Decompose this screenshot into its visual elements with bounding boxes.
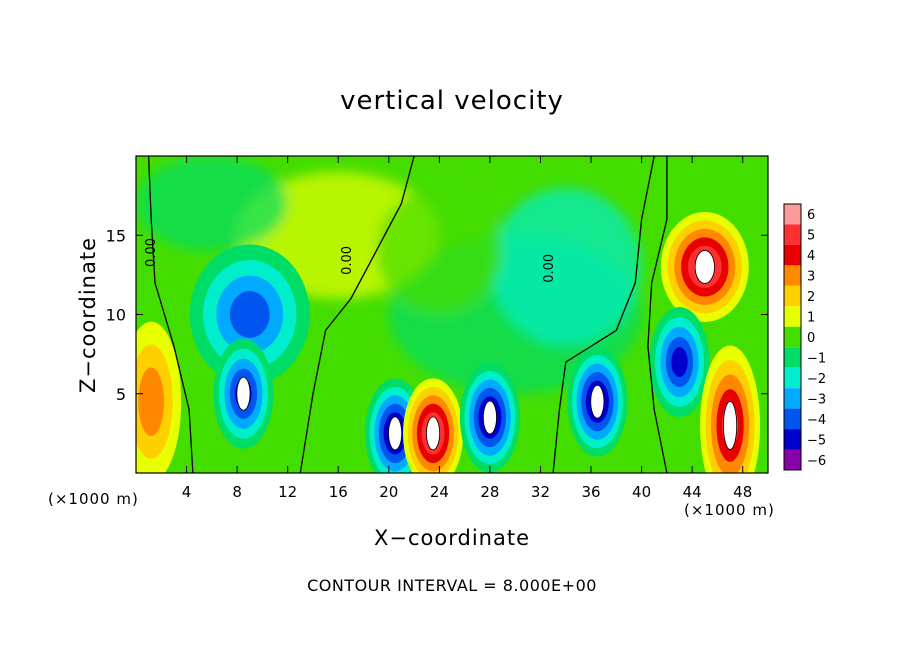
zero-contour [299, 156, 415, 473]
x-tick-label: 32 [531, 483, 550, 501]
colorbar-label: 2 [807, 290, 815, 305]
colorbar: 6 5 4 3 2 1 0 −1 −2 −3 −4 −5 −6 [783, 203, 826, 471]
x-unit-right: (×1000 m) [684, 501, 775, 519]
colorbar-swatch [784, 388, 801, 409]
feature-updraft [700, 345, 761, 473]
colorbar-label: −5 [807, 433, 826, 448]
feature-level [138, 367, 165, 436]
zero-contour [552, 156, 655, 473]
feature-core [388, 416, 403, 451]
feature-level [229, 291, 270, 338]
colorbar-label: −1 [807, 351, 826, 366]
feature-core [590, 384, 605, 419]
zero-contour [647, 156, 668, 473]
colorbar-swatch [784, 449, 801, 470]
x-tick-label: 12 [278, 483, 297, 501]
x-tick-label: 48 [733, 483, 752, 501]
y-tick-label: 10 [106, 306, 126, 325]
colorbar-label: −2 [807, 372, 826, 387]
velocity-field [136, 156, 768, 473]
feature-core [426, 416, 441, 451]
x-tick-label: 36 [581, 483, 600, 501]
colorbar-swatch [784, 326, 801, 348]
colorbar-label: 3 [807, 270, 815, 285]
colorbar-swatch [784, 347, 801, 368]
feature-core [482, 400, 497, 435]
field-patch [489, 187, 642, 347]
y-tick-label: 15 [106, 226, 126, 245]
feature-downdraft [213, 338, 274, 449]
colorbar-label: −6 [807, 454, 826, 469]
feature-downdraft [649, 307, 710, 418]
feature-updraft [660, 211, 749, 322]
colorbar-swatch [784, 265, 801, 286]
contour-interval: CONTOUR INTERVAL = 8.000E+00 [307, 576, 597, 595]
y-axis-ticks: 5 10 15 [106, 226, 768, 404]
colorbar-frame [783, 203, 802, 471]
colorbar-swatch [784, 285, 801, 307]
colorbar-swatch [784, 408, 801, 430]
feature-updraft [403, 378, 464, 473]
colorbar-swatch [784, 367, 801, 389]
colorbar-label: 4 [807, 249, 815, 264]
feature-downdraft [459, 362, 520, 473]
x-tick-label: 28 [480, 483, 499, 501]
y-tick-label: 5 [116, 385, 126, 404]
field-patch [136, 156, 288, 252]
feature-core [723, 401, 738, 450]
colorbar-label: 6 [807, 208, 815, 223]
feature-updraft [136, 321, 182, 473]
chart-title: vertical velocity [340, 86, 564, 116]
colorbar-label: 0 [807, 331, 815, 346]
field-patch [376, 187, 503, 315]
colorbar-label: 5 [807, 229, 815, 244]
colorbar-label: 1 [807, 311, 815, 326]
x-axis-ticks: 4 8 12 16 20 24 28 32 36 40 44 48 [182, 156, 752, 501]
feature-core [694, 250, 715, 284]
colorbar-label: −3 [807, 392, 826, 407]
feature-downdraft [567, 346, 628, 457]
colorbar-swatch [784, 224, 801, 245]
colorbar-swatch [784, 306, 801, 327]
colorbar-label: −4 [807, 413, 826, 428]
x-tick-label: 40 [632, 483, 651, 501]
x-tick-label: 16 [329, 483, 348, 501]
x-tick-label: 4 [182, 483, 192, 501]
x-tick-label: 24 [430, 483, 449, 501]
feature-downdraft [189, 244, 310, 385]
feature-level [671, 347, 688, 378]
colorbar-swatch [784, 429, 801, 450]
x-axis-label: X−coordinate [374, 526, 530, 550]
x-tick-label: 44 [683, 483, 702, 501]
colorbar-swatch [784, 244, 801, 266]
colorbar-swatch [784, 204, 801, 225]
x-unit-left: (×1000 m) [48, 490, 139, 508]
contour-label: 0.00 [144, 238, 159, 267]
contour-label: 0.00 [542, 254, 557, 283]
zero-contour [147, 156, 194, 473]
zero-contours: 0.00 0.00 0.00 [144, 156, 668, 473]
x-tick-label: 8 [232, 483, 242, 501]
x-tick-label: 20 [379, 483, 398, 501]
feature-core [236, 376, 251, 411]
contour-label: 0.00 [340, 246, 355, 275]
